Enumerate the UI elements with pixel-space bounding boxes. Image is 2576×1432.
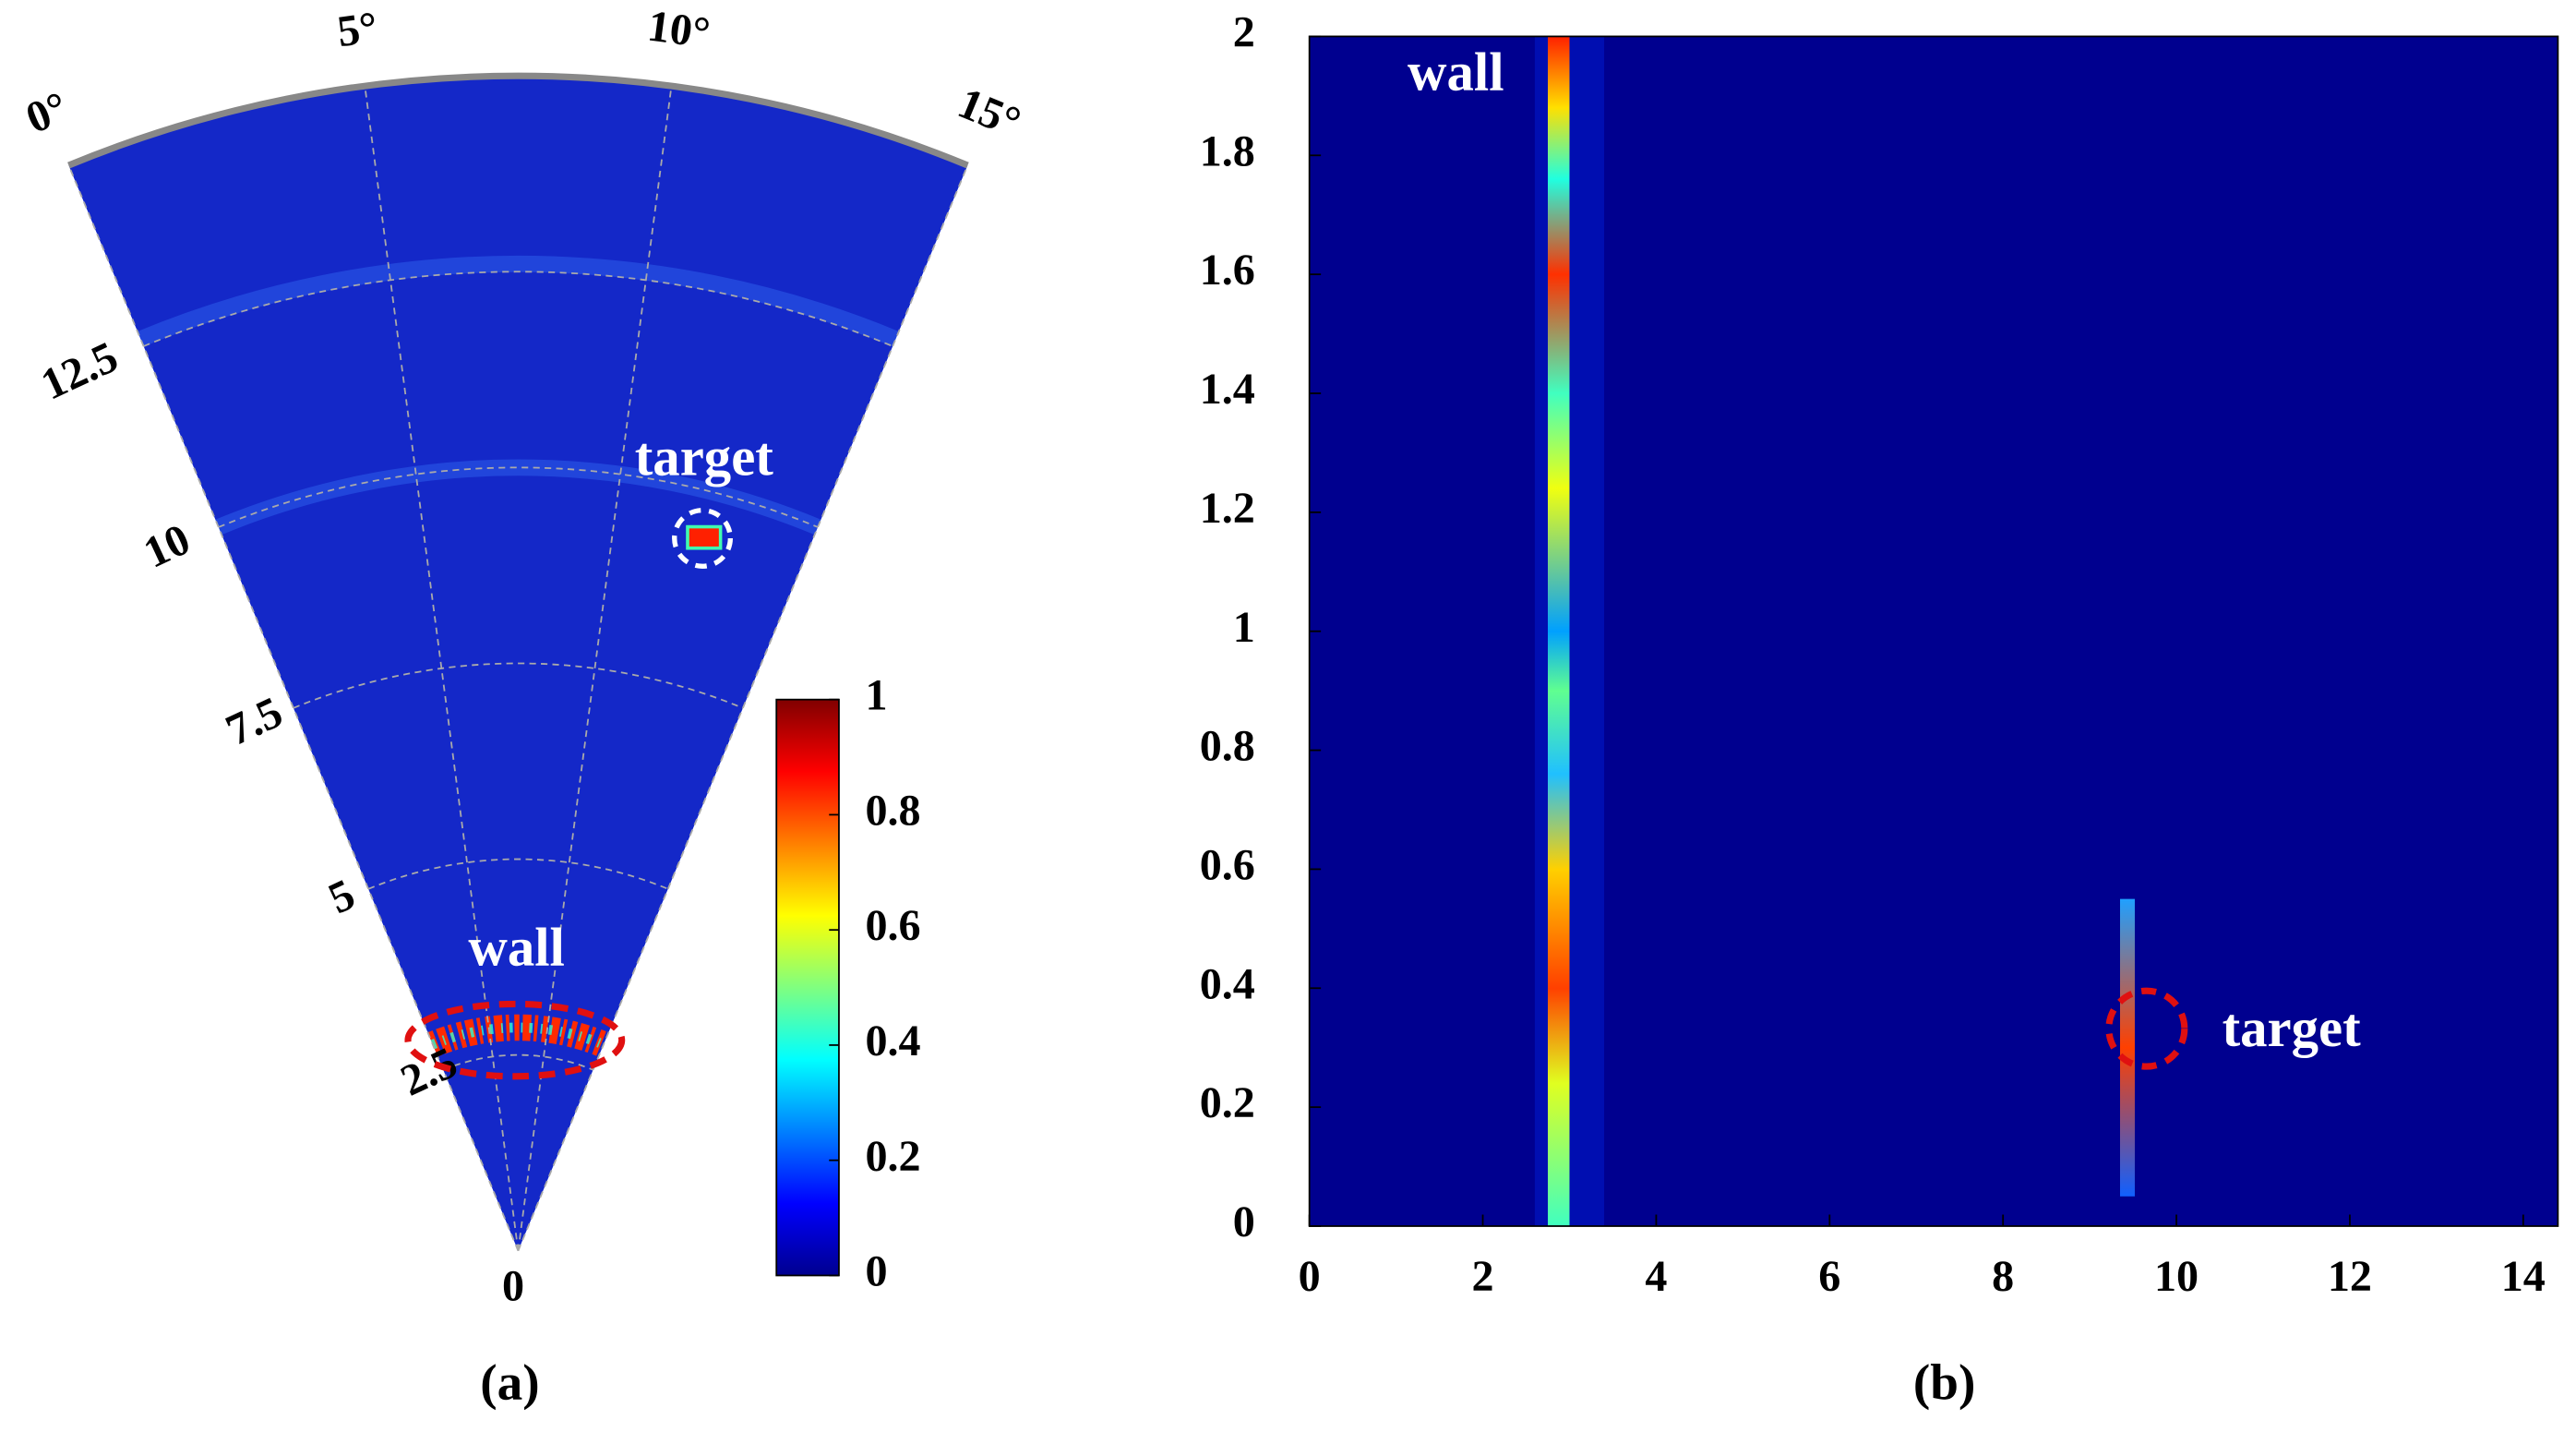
caption: (a): [480, 1354, 539, 1410]
theta-tick-label: 5°: [334, 3, 380, 56]
annotation: wall: [468, 918, 565, 978]
grid-ring: [143, 271, 893, 347]
r-tick-label: 10: [137, 514, 198, 577]
y-tick-label: 0.2: [1200, 1078, 1255, 1127]
x-tick-label: 14: [2501, 1252, 2546, 1301]
heatmap-wall: [1548, 36, 1570, 1226]
heatmap-background: [1309, 36, 2558, 1226]
grid-ring: [367, 858, 669, 890]
polar-outer-arc: [67, 72, 969, 169]
colorbar: [775, 698, 840, 1277]
heatmap-target: [2120, 898, 2135, 1197]
y-tick-label: 0: [1233, 1197, 1255, 1246]
colorbar-tick-label: 1: [865, 671, 887, 720]
annotation-circle: [2105, 987, 2188, 1070]
annotation: wall: [1408, 42, 1504, 102]
x-tick-label: 6: [1818, 1252, 1840, 1301]
caption: (b): [1913, 1354, 1976, 1410]
theta-tick-label: 0°: [19, 82, 75, 143]
x-tick-label: 2: [1472, 1252, 1494, 1301]
colorbar-tick-label: 0.6: [865, 901, 920, 950]
y-tick-label: 1.6: [1200, 246, 1255, 295]
annotation-circle: [404, 1000, 626, 1080]
r-tick-label: 7.5: [219, 688, 290, 755]
x-tick-label: 10: [2154, 1252, 2199, 1301]
y-tick-label: 1.2: [1200, 484, 1255, 533]
heatmap-echo: [215, 459, 821, 535]
y-tick-label: 0.8: [1200, 722, 1255, 771]
colorbar-tick-label: 0: [865, 1247, 887, 1296]
theta-tick-label: 10°: [645, 1, 713, 57]
y-tick-label: 1.4: [1200, 365, 1255, 414]
grid-spoke: [517, 164, 969, 1252]
theta-tick-label: 15°: [952, 78, 1028, 148]
x-tick-label: 12: [2328, 1252, 2372, 1301]
colorbar-tick-label: 0.2: [865, 1132, 920, 1181]
grid-spoke: [517, 85, 673, 1251]
y-tick-label: 0.4: [1200, 959, 1255, 1008]
x-tick-label: 8: [1992, 1252, 2014, 1301]
y-tick-label: 2: [1233, 7, 1255, 56]
y-tick-label: 1.8: [1200, 126, 1255, 175]
r-tick-label: 0: [502, 1262, 524, 1311]
r-tick-label: 5: [321, 870, 362, 923]
grid-ring: [293, 662, 744, 709]
annotation: target: [2223, 998, 2362, 1058]
colorbar-tick-label: 0.4: [865, 1017, 920, 1065]
y-tick-label: 0.6: [1200, 840, 1255, 889]
heatmap-target: [686, 524, 723, 550]
heatmap-echo: [137, 255, 899, 347]
y-tick-label: 1: [1233, 603, 1255, 652]
colorbar-tick-label: 0.8: [865, 786, 920, 835]
heatmap-halo: [1534, 36, 1605, 1226]
heatmap-wall: [430, 1022, 605, 1050]
x-tick-label: 0: [1299, 1252, 1321, 1301]
r-tick-label: 12.5: [34, 332, 126, 410]
annotation: target: [635, 427, 774, 487]
x-tick-label: 4: [1645, 1252, 1667, 1301]
